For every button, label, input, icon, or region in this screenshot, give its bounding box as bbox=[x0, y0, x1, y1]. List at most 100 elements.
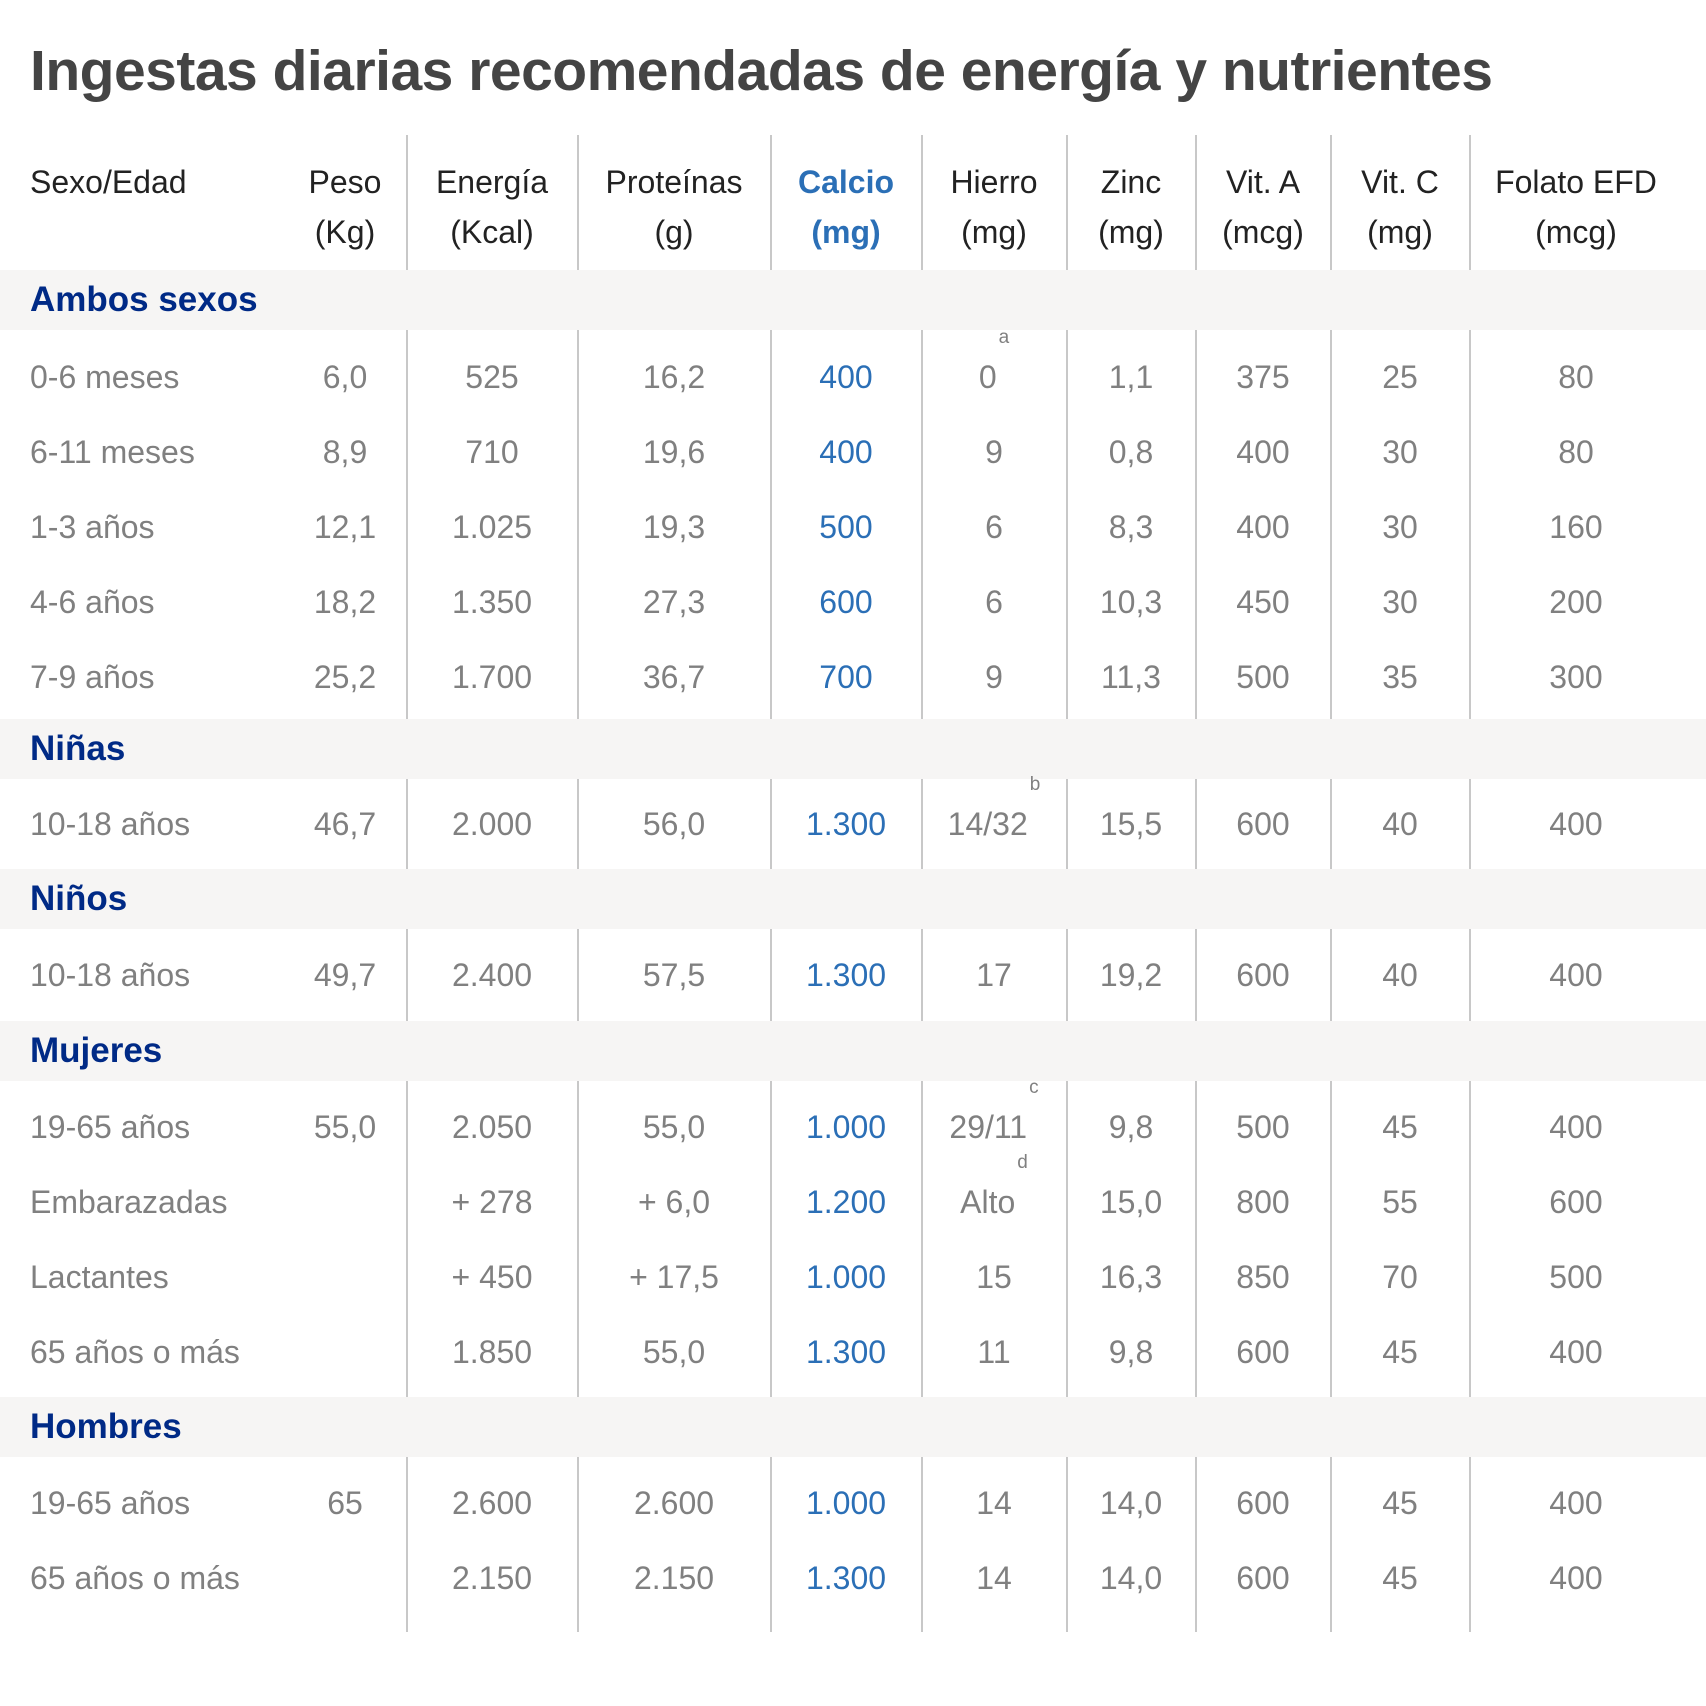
table-cell: 18,2 bbox=[290, 565, 400, 640]
cell-value: 1.000 bbox=[805, 1259, 887, 1295]
cell-value: 500 bbox=[1549, 1259, 1603, 1295]
cell-value: + 278 bbox=[451, 1184, 533, 1220]
cell-value: 2.600 bbox=[451, 1485, 533, 1521]
section-header: Niñas bbox=[0, 719, 1706, 779]
table-cell: 8,3 bbox=[1067, 490, 1195, 565]
section-label: Niñas bbox=[30, 729, 126, 768]
cell-value: 400 bbox=[1549, 1109, 1603, 1145]
cell-value: 27,3 bbox=[642, 584, 706, 620]
column-header-unit: (g) bbox=[654, 214, 694, 250]
section-label: Hombres bbox=[30, 1407, 182, 1446]
table-cell: 15 bbox=[922, 1240, 1066, 1315]
column-divider bbox=[770, 929, 772, 1021]
table-cell: 70 bbox=[1331, 1240, 1469, 1315]
table-cell: 25,2 bbox=[290, 640, 400, 715]
section-header: Mujeres bbox=[0, 1021, 1706, 1081]
table-cell: + 450 bbox=[407, 1240, 577, 1315]
section-label: Ambos sexos bbox=[30, 280, 258, 319]
table-cell: 45 bbox=[1331, 1466, 1469, 1541]
cell-value: 35 bbox=[1382, 659, 1418, 695]
cell-value: 6 bbox=[985, 584, 1003, 620]
cell-value: 400 bbox=[1549, 1485, 1603, 1521]
cell-value: 600 bbox=[1236, 1560, 1290, 1596]
cell-value: 600 bbox=[1549, 1184, 1603, 1220]
cell-value: 600 bbox=[819, 584, 873, 620]
table-cell: 19-65 años bbox=[30, 1090, 280, 1165]
table-row: 6-11 meses 8,9 710 19,6 400 9 0,8 400 30 80 bbox=[0, 415, 1706, 490]
cell-value: 18,2 bbox=[313, 584, 377, 620]
column-divider bbox=[1469, 330, 1471, 719]
table-cell: 1.300 bbox=[771, 1541, 921, 1616]
cell-value: 9,8 bbox=[1108, 1109, 1154, 1145]
cell-value: 9 bbox=[985, 659, 1003, 695]
table-row: 4-6 años 18,2 1.350 27,3 600 6 10,3 450 30 200 bbox=[0, 565, 1706, 640]
table-cell: 400 bbox=[1470, 1315, 1682, 1390]
table-cell: 30 bbox=[1331, 415, 1469, 490]
cell-value: 56,0 bbox=[642, 806, 706, 842]
table-row: Embarazadas + 278 + 6,0 1.200 Altod 15,0 800 55… bbox=[0, 1153, 1706, 1240]
table-cell: 2.400 bbox=[407, 938, 577, 1013]
table-cell: 160 bbox=[1470, 490, 1682, 565]
column-divider bbox=[406, 1457, 408, 1632]
column-header-unit: (mg) bbox=[961, 214, 1027, 250]
cell-value: 80 bbox=[1558, 434, 1594, 470]
cell-value: 36,7 bbox=[642, 659, 706, 695]
table-cell: 600 bbox=[1196, 1315, 1330, 1390]
section-header: Niños bbox=[0, 869, 1706, 929]
table-cell: 9,8 bbox=[1067, 1090, 1195, 1165]
table-cell: 65 años o más bbox=[30, 1315, 280, 1390]
table-cell: 49,7 bbox=[290, 938, 400, 1013]
table-cell: 55,0 bbox=[578, 1315, 770, 1390]
cell-value: 16,3 bbox=[1099, 1259, 1163, 1295]
cell-value: 1.025 bbox=[451, 509, 533, 545]
table-cell: 400 bbox=[1196, 490, 1330, 565]
column-header: Energía (Kcal) bbox=[407, 135, 577, 270]
cell-value: 40 bbox=[1382, 806, 1418, 842]
cell-value: 14,0 bbox=[1099, 1560, 1163, 1596]
column-divider bbox=[577, 1457, 579, 1632]
column-divider bbox=[577, 1081, 579, 1397]
section-label: Mujeres bbox=[30, 1031, 163, 1070]
column-header: Vit. A (mcg) bbox=[1196, 135, 1330, 270]
cell-value: 15 bbox=[976, 1259, 1012, 1295]
column-divider bbox=[1195, 929, 1197, 1021]
cell-value: 600 bbox=[1236, 1485, 1290, 1521]
table-cell: 14 bbox=[922, 1466, 1066, 1541]
column-header-unit: (mcg) bbox=[1535, 214, 1617, 250]
table-cell: 16,2 bbox=[578, 340, 770, 415]
column-divider bbox=[406, 1081, 408, 1397]
table-cell: 9 bbox=[922, 640, 1066, 715]
cell-value: 400 bbox=[1549, 1334, 1603, 1370]
table-cell: 400 bbox=[1470, 787, 1682, 862]
cell-value: 400 bbox=[819, 359, 873, 395]
cell-value: 65 años o más bbox=[30, 1560, 240, 1596]
footnote-marker: b bbox=[1029, 774, 1041, 795]
table-cell: 14 bbox=[922, 1541, 1066, 1616]
cell-value: 25,2 bbox=[313, 659, 377, 695]
cell-value: 1.000 bbox=[805, 1485, 887, 1521]
cell-value: 2.150 bbox=[633, 1560, 715, 1596]
table-row: 7-9 años 25,2 1.700 36,7 700 9 11,3 500 35 300 bbox=[0, 640, 1706, 715]
column-header-unit: (mg) bbox=[811, 214, 881, 250]
cell-value: 15,5 bbox=[1099, 806, 1163, 842]
cell-value: 45 bbox=[1382, 1560, 1418, 1596]
cell-value: 6,0 bbox=[322, 359, 368, 395]
table-cell: 2.150 bbox=[578, 1541, 770, 1616]
cell-value: 14 bbox=[976, 1485, 1012, 1521]
table-cell: 17 bbox=[922, 938, 1066, 1013]
cell-value: 600 bbox=[1236, 1334, 1290, 1370]
column-header: Sexo/Edad bbox=[30, 135, 280, 270]
table-cell: 1.200 bbox=[771, 1165, 921, 1240]
cell-value: 4-6 años bbox=[30, 584, 155, 620]
cell-value: 55,0 bbox=[313, 1109, 377, 1145]
column-header: Vit. C (mg) bbox=[1331, 135, 1469, 270]
table-cell: 525 bbox=[407, 340, 577, 415]
table-cell: 12,1 bbox=[290, 490, 400, 565]
column-header-label: Peso bbox=[308, 164, 382, 200]
cell-value: + 17,5 bbox=[629, 1259, 719, 1295]
column-divider bbox=[770, 135, 772, 270]
cell-value: 1.300 bbox=[805, 957, 887, 993]
cell-value: 450 bbox=[1236, 584, 1290, 620]
column-divider bbox=[1330, 929, 1332, 1021]
cell-value: 400 bbox=[1236, 434, 1290, 470]
